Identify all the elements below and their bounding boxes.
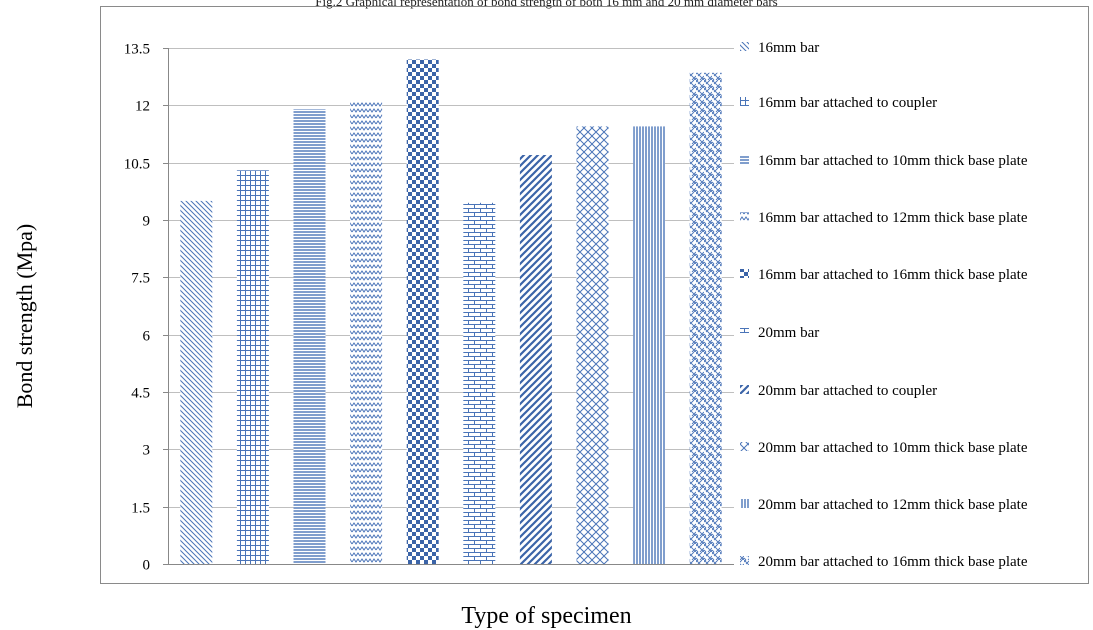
- legend-label-7: 20mm bar attached to coupler: [758, 383, 937, 399]
- legend-label-4: 16mm bar attached to 12mm thick base pla…: [758, 210, 1028, 226]
- y-tick-label: 3: [143, 443, 151, 459]
- bar-10: [689, 72, 722, 565]
- y-tick-label: 0: [143, 558, 151, 574]
- chart-title: Fig.2 Graphical representation of bond s…: [315, 0, 778, 9]
- y-axis-label: Bond strength (Mpa): [12, 223, 37, 409]
- legend-swatch-7: [740, 385, 749, 394]
- legend-swatch-8: [740, 442, 749, 451]
- bar-6: [463, 202, 496, 565]
- y-tick-label: 4.5: [131, 386, 150, 402]
- legend-swatch-1: [740, 42, 749, 51]
- y-tick-label: 7.5: [131, 271, 150, 287]
- legend-label-3: 16mm bar attached to 10mm thick base pla…: [758, 153, 1028, 169]
- legend-label-1: 16mm bar: [758, 40, 819, 56]
- y-tick-label: 9: [143, 214, 151, 230]
- y-tick-label: 13.5: [124, 42, 150, 58]
- legend-swatch-6: [740, 327, 749, 336]
- y-tick-label: 10.5: [124, 157, 150, 173]
- bar-2: [236, 170, 269, 565]
- legend-label-2: 16mm bar attached to coupler: [758, 95, 937, 111]
- legend-swatch-10: [740, 556, 749, 565]
- legend-label-8: 20mm bar attached to 10mm thick base pla…: [758, 440, 1028, 456]
- y-axis-label-box: Bond strength (Mpa): [10, 166, 40, 466]
- legend-swatch-4: [740, 212, 749, 221]
- bar-7: [519, 155, 552, 564]
- y-tick-label: 1.5: [131, 501, 150, 517]
- bar-3: [293, 109, 326, 564]
- bar-4: [350, 101, 383, 564]
- legend-label-10: 20mm bar attached to 16mm thick base pla…: [758, 554, 1028, 570]
- bar-1: [180, 200, 213, 564]
- legend-label-6: 20mm bar: [758, 325, 819, 341]
- chart-frame: [100, 6, 1089, 584]
- x-axis-label: Type of specimen: [461, 603, 632, 629]
- bar-8: [576, 126, 609, 565]
- legend-swatch-3: [740, 155, 749, 164]
- y-tick-label: 12: [135, 99, 150, 115]
- y-axis-ticks: 0 1.5 3 4.5 6 7.5 9 10.5 12 13.5: [124, 42, 168, 574]
- legend-label-5: 16mm bar attached to 16mm thick base pla…: [758, 267, 1028, 283]
- bar-9: [633, 126, 666, 565]
- bars: [180, 59, 722, 565]
- legend-swatch-2: [740, 97, 749, 106]
- legend-swatch-9: [740, 499, 749, 508]
- bar-5: [406, 59, 439, 564]
- y-tick-label: 6: [143, 329, 151, 345]
- legend-swatch-5: [740, 269, 749, 278]
- legend-label-9: 20mm bar attached to 12mm thick base pla…: [758, 497, 1028, 513]
- legend: 16mm bar 16mm bar attached to coupler 16mm…: [740, 40, 1028, 570]
